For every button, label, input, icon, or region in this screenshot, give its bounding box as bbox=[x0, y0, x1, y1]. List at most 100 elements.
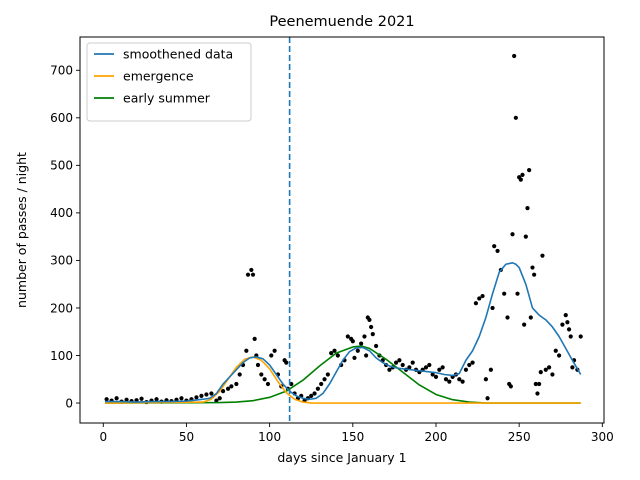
y-tick-label: 0 bbox=[65, 396, 73, 410]
scatter-point bbox=[139, 396, 144, 401]
scatter-point bbox=[447, 379, 452, 384]
scatter-point bbox=[485, 396, 490, 401]
legend-label: smoothened data bbox=[123, 47, 233, 62]
scatter-point bbox=[329, 351, 334, 356]
scatter-point bbox=[124, 397, 129, 402]
scatter-point bbox=[374, 343, 379, 349]
scatter-point bbox=[515, 291, 520, 296]
scatter-point bbox=[325, 372, 330, 377]
scatter-point bbox=[495, 248, 500, 254]
scatter-point bbox=[543, 367, 548, 372]
scatter-point bbox=[502, 291, 507, 296]
scatter-point bbox=[470, 360, 475, 365]
scatter-point bbox=[252, 336, 257, 341]
series-line-early-summer bbox=[104, 345, 581, 404]
scatter-point bbox=[214, 398, 219, 403]
scatter-point bbox=[522, 322, 527, 327]
scatter-point bbox=[312, 391, 317, 396]
scatter-point bbox=[437, 367, 442, 372]
scatter-point bbox=[269, 353, 274, 358]
scatter-point bbox=[480, 293, 485, 299]
x-axis-label: days since January 1 bbox=[277, 450, 406, 465]
scatter-point bbox=[250, 272, 256, 277]
scatter-point bbox=[512, 53, 517, 59]
scatter-point bbox=[540, 253, 545, 258]
scatter-point bbox=[229, 384, 234, 389]
scatter-point bbox=[154, 397, 159, 402]
x-tick-label: 200 bbox=[425, 430, 448, 444]
scatter-point bbox=[345, 334, 350, 339]
scatter-point bbox=[513, 115, 518, 120]
scatter-point bbox=[433, 374, 439, 379]
scatter-point bbox=[410, 360, 415, 365]
scatter-point bbox=[427, 362, 432, 368]
scatter-point bbox=[560, 322, 565, 327]
scatter-point bbox=[225, 386, 231, 391]
y-axis-label: number of passes / night bbox=[14, 152, 29, 308]
scatter-point bbox=[457, 377, 462, 382]
scatter-point bbox=[245, 272, 251, 277]
scatter-point bbox=[430, 372, 435, 377]
scatter-point bbox=[553, 348, 558, 353]
scatter-point bbox=[488, 367, 493, 372]
scatter-point bbox=[530, 265, 535, 270]
y-tick-label: 700 bbox=[50, 64, 73, 78]
scatter-point bbox=[204, 392, 209, 397]
scatter-point bbox=[570, 365, 575, 370]
scatter-point bbox=[463, 367, 469, 372]
scatter-point bbox=[370, 332, 375, 337]
scatter-point bbox=[220, 389, 226, 394]
x-tick-label: 100 bbox=[258, 430, 281, 444]
scatter-point bbox=[508, 384, 513, 389]
scatter-point bbox=[393, 360, 399, 365]
legend: smoothened data emergence early summer bbox=[86, 42, 252, 122]
scatter-point bbox=[578, 334, 583, 339]
scatter-point bbox=[407, 365, 412, 370]
scatter-point bbox=[556, 353, 562, 358]
scatter-point bbox=[525, 206, 530, 211]
scatter-point bbox=[566, 327, 572, 332]
scatter-point bbox=[352, 355, 357, 360]
scatter-point bbox=[350, 339, 355, 344]
y-tick-label: 100 bbox=[50, 349, 73, 363]
y-tick-label: 400 bbox=[50, 206, 73, 220]
scatter-point bbox=[533, 381, 538, 387]
scatter-point bbox=[319, 381, 324, 387]
scatter-point bbox=[565, 320, 570, 325]
scatter-point bbox=[364, 353, 369, 358]
legend-label: emergence bbox=[123, 69, 194, 84]
y-tick-label: 200 bbox=[50, 301, 73, 315]
scatter-point bbox=[510, 232, 515, 237]
scatter-point bbox=[440, 365, 445, 370]
scatter-point bbox=[209, 391, 214, 396]
scatter-point bbox=[563, 312, 568, 318]
scatter-point bbox=[217, 396, 222, 401]
scatter-point bbox=[359, 341, 364, 346]
scatter-point bbox=[443, 377, 449, 382]
y-tick-label: 300 bbox=[50, 254, 73, 268]
scatter-point bbox=[397, 358, 402, 363]
scatter-point bbox=[104, 397, 109, 402]
scatter-point bbox=[315, 386, 320, 391]
y-tick-label: 500 bbox=[50, 159, 73, 173]
legend-box bbox=[86, 42, 252, 122]
scatter-point bbox=[492, 244, 497, 249]
scatter-point bbox=[369, 324, 374, 330]
scatter-point bbox=[234, 381, 239, 387]
scatter-point bbox=[520, 172, 525, 177]
scatter-point bbox=[532, 272, 537, 277]
y-axis: 0 100 200 300 400 500 600 700 bbox=[50, 64, 80, 410]
scatter-point bbox=[387, 367, 392, 372]
scatter-point bbox=[367, 317, 372, 322]
scatter-point bbox=[249, 267, 254, 273]
x-tick-label: 150 bbox=[341, 430, 364, 444]
scatter-point bbox=[477, 296, 482, 301]
scatter-point bbox=[199, 393, 204, 399]
scatter-point bbox=[284, 360, 289, 365]
scatter-point bbox=[423, 365, 429, 370]
scatter-point bbox=[483, 377, 488, 382]
scatter-point bbox=[400, 362, 405, 368]
scatter-point bbox=[538, 370, 543, 375]
x-tick-label: 50 bbox=[179, 430, 194, 444]
